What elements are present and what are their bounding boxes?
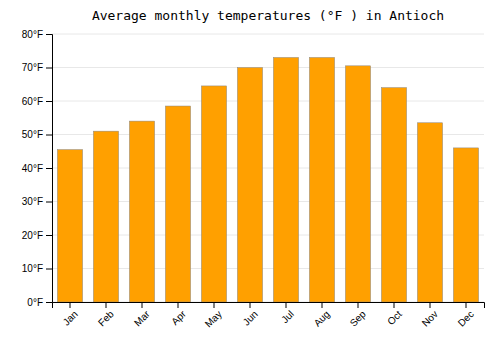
tick-mark [46, 68, 52, 69]
tick: Mar [132, 302, 152, 328]
tick: 20°F [22, 230, 52, 241]
tick: 40°F [22, 163, 52, 174]
tick-mark [46, 235, 52, 236]
bar [57, 150, 82, 302]
tick-mark [46, 135, 52, 136]
tick-label: 50°F [22, 129, 43, 140]
tick: 60°F [22, 96, 52, 107]
axis-line [46, 35, 53, 303]
tick-mark [46, 302, 52, 303]
tick: 50°F [22, 129, 52, 140]
tick: Dec [456, 302, 476, 329]
tick-mark [394, 302, 395, 308]
tick: Jan [61, 302, 80, 328]
bar [93, 131, 118, 302]
tick-label: 20°F [22, 230, 43, 241]
grid-line [52, 67, 484, 68]
tick-label: Aug [312, 308, 332, 328]
grid-line [52, 34, 484, 35]
tick-mark [46, 101, 52, 102]
tick: Oct [385, 302, 404, 327]
tick-label: Apr [169, 308, 188, 327]
bar [273, 57, 298, 302]
tick: Jun [241, 302, 260, 328]
bar [165, 106, 190, 302]
tick-label: Jul [279, 308, 296, 325]
bar [345, 66, 370, 302]
tick-mark [358, 302, 359, 308]
tick-mark [430, 302, 431, 308]
bar [417, 123, 442, 302]
plot: 0°F 10°F 20°F 30°F 40°F 50°F 60°F 70°F 80°F Jan Fe… [22, 29, 485, 330]
tick-mark [322, 302, 323, 308]
tick-label: Jun [241, 308, 260, 327]
tick: 30°F [22, 196, 52, 207]
tick-label: Mar [132, 308, 152, 328]
tick-mark [466, 302, 467, 308]
tick-label: Nov [420, 308, 440, 328]
bar [453, 148, 478, 302]
tick: Apr [169, 302, 188, 327]
title: Average monthly temperatures (°F ) in An… [92, 8, 444, 23]
bars [57, 57, 478, 302]
tick-label: 80°F [22, 29, 43, 40]
bar [381, 88, 406, 302]
tick-label: 40°F [22, 163, 43, 174]
tick: 70°F [22, 62, 52, 73]
tick-label: 0°F [27, 297, 43, 308]
axis-line [53, 303, 485, 309]
tick: 0°F [27, 297, 52, 308]
grid-line [52, 101, 484, 102]
chart: 0°F 10°F 20°F 30°F 40°F 50°F 60°F 70°F 80°F Jan Fe… [0, 0, 500, 350]
tick-label: 30°F [22, 196, 43, 207]
y-axis: 0°F 10°F 20°F 30°F 40°F 50°F 60°F 70°F 80°F [22, 29, 53, 308]
tick-label: Dec [456, 308, 476, 328]
tick-mark [214, 302, 215, 308]
tick-mark [142, 302, 143, 308]
tick: Aug [312, 302, 332, 329]
bar [309, 57, 334, 302]
tick: Sep [348, 302, 369, 329]
tick-label: Jan [61, 308, 80, 327]
tick-mark [178, 302, 179, 308]
tick: 10°F [22, 263, 52, 274]
tick-label: 10°F [22, 263, 43, 274]
tick-label: Sep [348, 308, 369, 329]
tick-label: 60°F [22, 96, 43, 107]
tick-mark [46, 269, 52, 270]
tick-label: 70°F [22, 62, 43, 73]
tick-mark [286, 302, 287, 308]
tick-mark [46, 34, 52, 35]
bar [237, 68, 262, 303]
tick: Feb [96, 302, 116, 328]
tick-mark [106, 302, 107, 308]
tick: May [203, 302, 224, 330]
tick-mark [250, 302, 251, 308]
tick: Jul [279, 302, 296, 325]
grid [52, 34, 484, 302]
tick: Nov [420, 302, 440, 329]
bar [201, 86, 226, 302]
tick-label: May [203, 308, 224, 329]
bar [129, 121, 154, 302]
tick-label: Oct [385, 308, 404, 327]
x-axis: Jan Feb Mar Apr May Jun Jul Aug Sep Oct Nov Dec [53, 302, 485, 330]
tick: 80°F [22, 29, 52, 40]
tick-mark [46, 202, 52, 203]
tick-mark [46, 168, 52, 169]
tick-mark [70, 302, 71, 308]
tick-label: Feb [96, 308, 116, 328]
